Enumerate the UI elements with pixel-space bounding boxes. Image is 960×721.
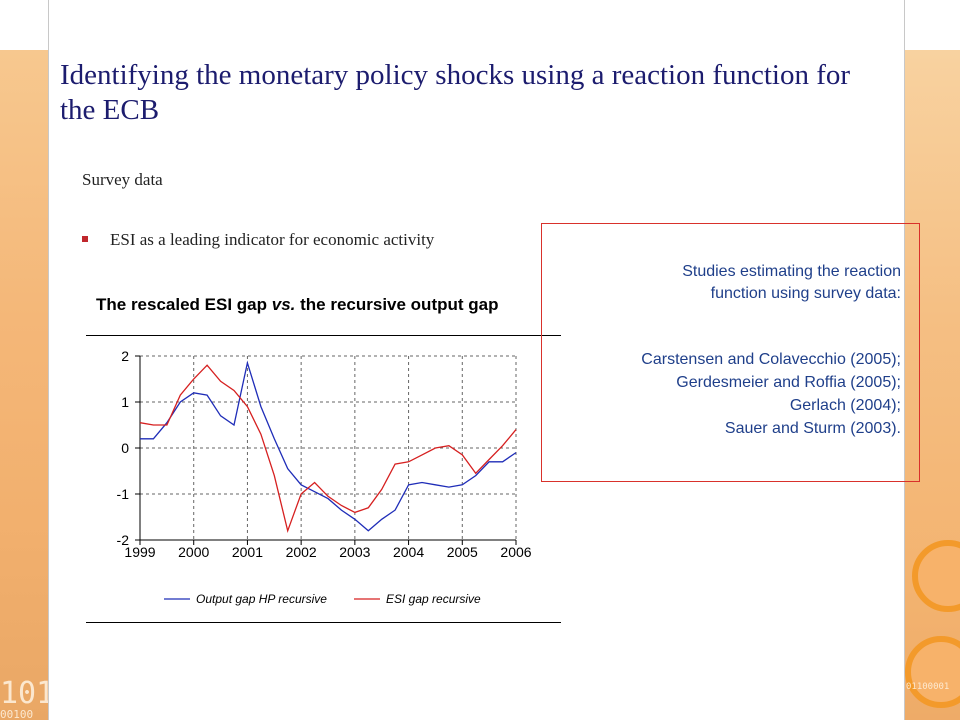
- slide-subtitle: Survey data: [82, 170, 163, 189]
- y-tick-label: -1: [117, 486, 130, 502]
- study-citation: Carstensen and Colavecchio (2005);: [641, 351, 901, 368]
- chart-bottom-rule: [86, 622, 561, 623]
- note-heading: Studies estimating the reaction function…: [561, 261, 901, 305]
- note-heading-line: Studies estimating the reaction: [682, 263, 901, 280]
- y-tick-label: 0: [121, 440, 129, 456]
- slide-title: Identifying the monetary policy shocks u…: [60, 59, 851, 126]
- series-line-esi-gap: [139, 364, 517, 534]
- binary-decoration-right: 01100001: [906, 682, 950, 692]
- study-citation: Gerdesmeier and Roffia (2005);: [676, 374, 901, 391]
- chart-title-part: the recursive output gap: [295, 295, 499, 314]
- study-citation: Sauer and Sturm (2003).: [724, 420, 901, 437]
- study-citation: Gerlach (2004);: [789, 397, 901, 414]
- x-tick-label: 2005: [447, 544, 478, 560]
- bullet-text: ESI as a leading indicator for economic …: [110, 230, 435, 249]
- series-line-output-gap: [140, 360, 517, 532]
- x-tick-label: 2002: [286, 544, 317, 560]
- y-tick-label: 1: [121, 394, 129, 410]
- chart-top-rule: [86, 335, 561, 336]
- x-tick-label: 2001: [232, 544, 263, 560]
- studies-list: Carstensen and Colavecchio (2005); Gerde…: [531, 348, 901, 440]
- x-tick-label: 2006: [500, 544, 531, 560]
- legend-label: Output gap HP recursive: [196, 592, 327, 606]
- decorative-circle: [905, 636, 960, 708]
- chart-title-part: The rescaled ESI gap: [96, 295, 272, 314]
- note-heading-line: function using survey data:: [710, 285, 901, 302]
- chart-title-part: vs.: [271, 295, 296, 314]
- bullet-square-icon: [82, 236, 88, 242]
- binary-decoration-left-small: 00100: [0, 708, 34, 721]
- legend-label: ESI gap recursive: [386, 592, 481, 606]
- binary-decoration-left: 101: [0, 676, 55, 711]
- x-tick-label: 2000: [178, 544, 209, 560]
- chart-title: The rescaled ESI gap vs. the recursive o…: [96, 295, 498, 315]
- slide-frame: [48, 0, 905, 720]
- x-tick-label: 2003: [339, 544, 370, 560]
- y-tick-label: 2: [121, 348, 129, 364]
- studies-note-box: Studies estimating the reaction function…: [541, 223, 920, 482]
- x-tick-label: 1999: [124, 544, 155, 560]
- y-tick-label: -2: [117, 532, 130, 548]
- background-left-panel: [0, 50, 48, 720]
- line-chart: 1999 2000 2001 2002 2003 2004 2005 2006 2 1 0 -1 -2 O…: [117, 348, 532, 606]
- x-tick-label: 2004: [393, 544, 424, 560]
- bullet-item: ESI as a leading indicator for economic …: [82, 230, 434, 250]
